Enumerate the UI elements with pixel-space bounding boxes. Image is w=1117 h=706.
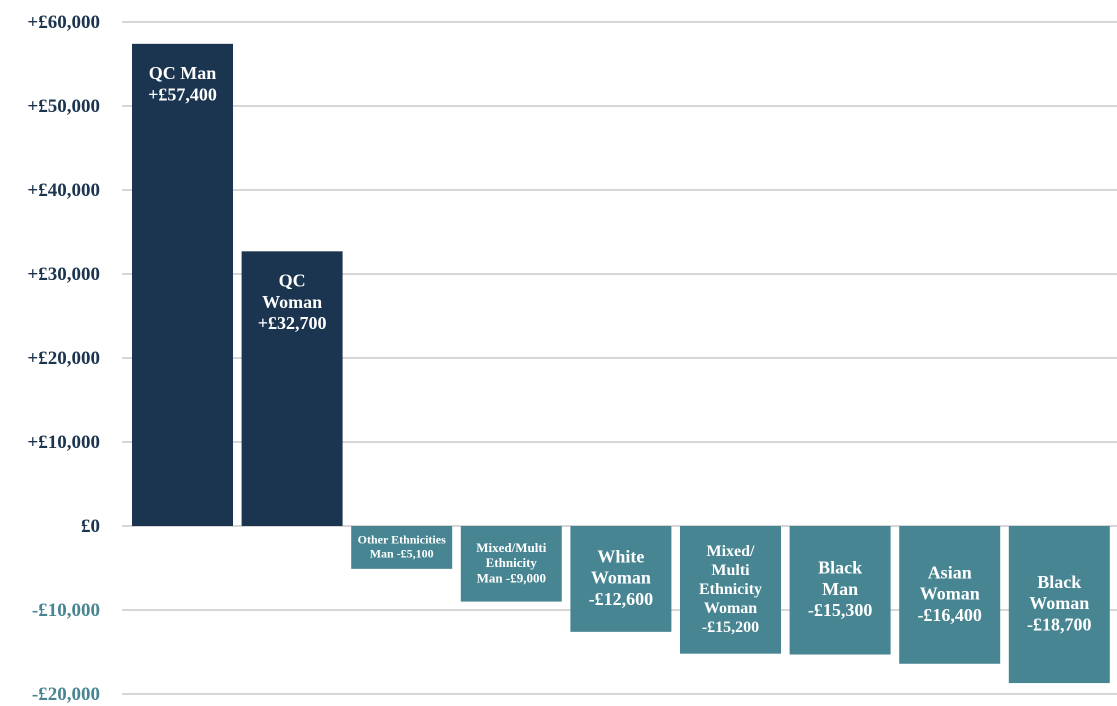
- bar: [789, 526, 891, 655]
- bar-label: Man -£9,000: [477, 571, 546, 586]
- bar-label: QC: [279, 271, 306, 291]
- bar-label: Mixed/Multi: [476, 540, 546, 555]
- bar: [460, 526, 562, 602]
- y-tick-label: -£10,000: [32, 600, 100, 621]
- bar-label: QC Man: [149, 63, 217, 83]
- y-tick-label: +£30,000: [27, 264, 100, 285]
- bar-label: Ethnicity: [699, 581, 762, 598]
- bar: [351, 526, 453, 569]
- bar-label: Man: [822, 579, 858, 599]
- bar-label: +£32,700: [258, 313, 327, 333]
- bar-label: +£57,400: [148, 84, 217, 104]
- bar-label: Mixed/: [707, 543, 756, 560]
- y-tick-label: +£10,000: [27, 432, 100, 453]
- y-tick-label: +£50,000: [27, 96, 100, 117]
- y-tick-label: -£20,000: [32, 684, 100, 705]
- bars: [132, 43, 1110, 684]
- bar-label: -£18,700: [1027, 614, 1092, 634]
- bar-label: Woman: [262, 292, 322, 312]
- bar-label: Black: [1037, 572, 1081, 592]
- bar-label: Man -£5,100: [370, 547, 434, 561]
- bar-label: Other Ethnicities: [358, 532, 446, 546]
- bar-label: Woman: [704, 600, 757, 617]
- bar-label: Asian: [928, 562, 972, 582]
- bar-label: Ethnicity: [486, 555, 538, 570]
- bar: [132, 43, 233, 527]
- y-tick-label: +£40,000: [27, 180, 100, 201]
- bar: [1008, 526, 1110, 684]
- bar: [680, 526, 781, 654]
- bar: [570, 526, 672, 632]
- bar-label: Woman: [1029, 593, 1089, 613]
- bar-label: Black: [818, 558, 862, 578]
- bar-label: Woman: [591, 568, 651, 588]
- bar-label: -£16,400: [917, 605, 982, 625]
- bar: [241, 251, 343, 526]
- bar: [899, 526, 1001, 664]
- bar-label: -£15,300: [808, 600, 873, 620]
- bar-label: White: [597, 546, 644, 566]
- bar-label: Woman: [920, 584, 980, 604]
- bar-label: Multi: [711, 562, 750, 579]
- y-tick-label: +£20,000: [27, 348, 100, 369]
- y-tick-label: £0: [81, 516, 100, 537]
- bar-label: -£15,200: [702, 619, 759, 636]
- y-axis-ticks: +£60,000 +£50,000 +£40,000 +£30,000 +£20,000…: [27, 12, 100, 705]
- y-tick-label: +£60,000: [27, 12, 100, 33]
- bar-label: -£12,600: [589, 589, 654, 609]
